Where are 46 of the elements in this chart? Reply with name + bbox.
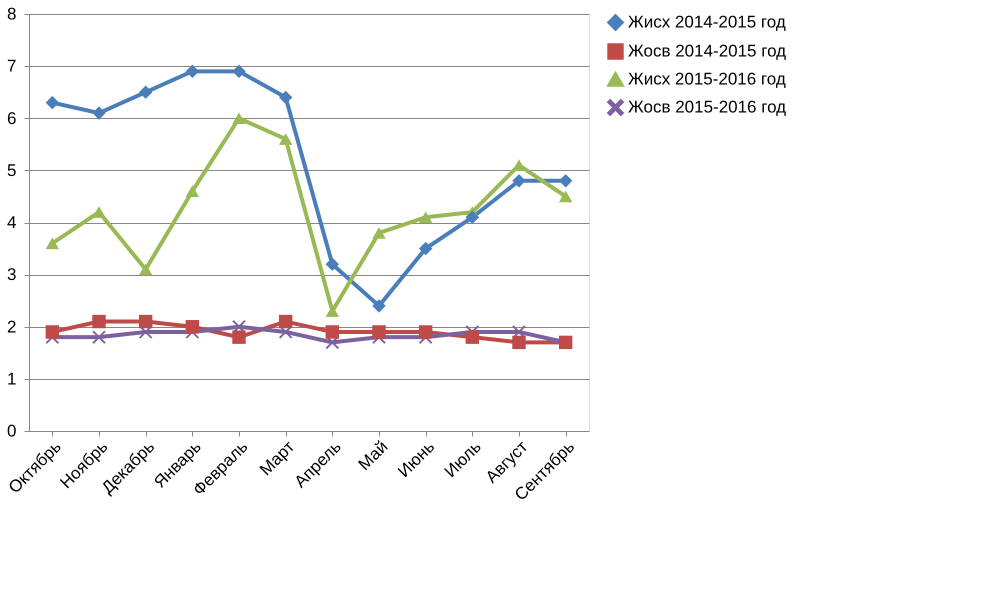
point: [558, 174, 572, 188]
y-tick-label: 5: [7, 160, 16, 180]
point: [278, 314, 292, 328]
point: [232, 64, 246, 78]
point: [232, 112, 246, 124]
legend-label: Жисх 2014-2015 год: [628, 12, 786, 32]
legend-label: Жисх 2015-2016 год: [628, 70, 786, 88]
y-tick-label: 8: [7, 4, 16, 24]
y-tick-label: 4: [7, 213, 16, 232]
point: [138, 314, 152, 328]
point: [278, 90, 292, 104]
y-tick-label: 1: [7, 369, 16, 388]
point: [46, 238, 60, 250]
point: [46, 325, 60, 339]
point: [92, 206, 106, 218]
point: [92, 330, 106, 344]
point: [558, 190, 572, 202]
y-tick-label: 0: [7, 422, 16, 440]
point: [326, 257, 340, 271]
point: [418, 325, 432, 339]
point: [186, 64, 200, 78]
point: [138, 264, 152, 276]
point: [466, 210, 480, 224]
point: [232, 330, 246, 344]
y-tick-label: 3: [7, 265, 16, 284]
point: [138, 85, 152, 99]
point: [186, 185, 200, 198]
point: [418, 211, 432, 224]
point: [186, 320, 200, 334]
point: [418, 242, 432, 256]
point: [46, 96, 60, 110]
point: [512, 336, 526, 350]
legend-label: Жосв 2014-2015 год: [628, 42, 786, 60]
y-tick-label: 2: [7, 317, 16, 336]
point: [512, 174, 526, 188]
point: [92, 314, 106, 328]
point: [372, 299, 386, 313]
y-tick-label: 6: [7, 108, 16, 128]
point: [92, 106, 106, 120]
point: [326, 325, 340, 339]
point: [278, 133, 292, 145]
legend-label: Жосв 2015-2016 год: [628, 98, 786, 116]
y-tick-label: 7: [7, 56, 16, 76]
point: [466, 330, 480, 344]
point: [372, 227, 386, 239]
point: [372, 325, 386, 339]
